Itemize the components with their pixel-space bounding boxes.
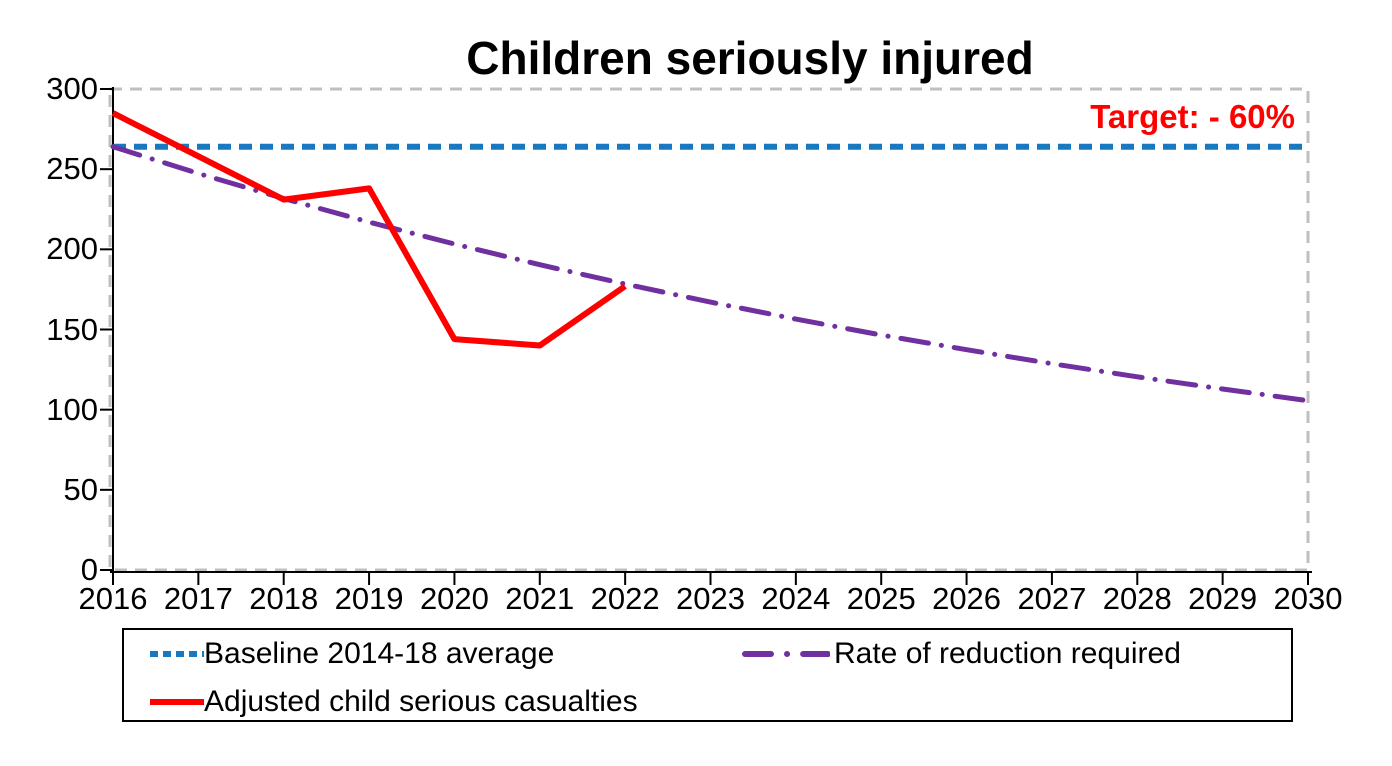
series-line-2 (111, 110, 627, 349)
x-tick-label: 2029 (1188, 581, 1258, 616)
baseline-legend-marker-icon (150, 651, 204, 657)
x-tick-label: 2019 (334, 581, 404, 616)
x-tick-label: 2024 (761, 581, 831, 616)
x-tick-label: 2021 (505, 581, 575, 616)
x-tick-label: 2016 (78, 581, 148, 616)
chart-title: Children seriously injured (466, 32, 1034, 84)
legend-label-adjusted: Adjusted child serious casualties (204, 685, 638, 718)
y-tick-label: 150 (46, 311, 98, 347)
legend-label-required: Rate of reduction required (834, 637, 1181, 670)
x-tick-label: 2022 (590, 581, 660, 616)
x-tick-label: 2017 (163, 581, 233, 616)
y-tick-label: 200 (46, 231, 98, 267)
legend-box: Baseline 2014-18 average Rate of reducti… (122, 628, 1293, 722)
x-tick-label: 2025 (846, 581, 916, 616)
x-tick-label: 2028 (1102, 581, 1172, 616)
x-tick-label: 2018 (249, 581, 319, 616)
y-tick-label: 50 (63, 471, 98, 507)
adjusted-legend-marker-icon (150, 699, 204, 705)
y-tick-label: 100 (46, 391, 98, 427)
x-tick-label: 2020 (419, 581, 489, 616)
x-tick-label: 2026 (932, 581, 1002, 616)
series-line-1 (110, 144, 1311, 404)
x-tick-label: 2027 (1017, 581, 1087, 616)
y-tick-label: 0 (80, 552, 98, 587)
x-tick-label: 2023 (676, 581, 745, 616)
y-tick-label: 300 (46, 71, 98, 106)
plot-border (108, 87, 1310, 572)
legend-label-baseline: Baseline 2014-18 average (204, 637, 555, 670)
required-legend-marker-icon (742, 651, 830, 657)
y-tick-label: 250 (46, 151, 98, 187)
x-tick-label: 2030 (1273, 581, 1343, 616)
target-annotation: Target: - 60% (1090, 98, 1295, 135)
